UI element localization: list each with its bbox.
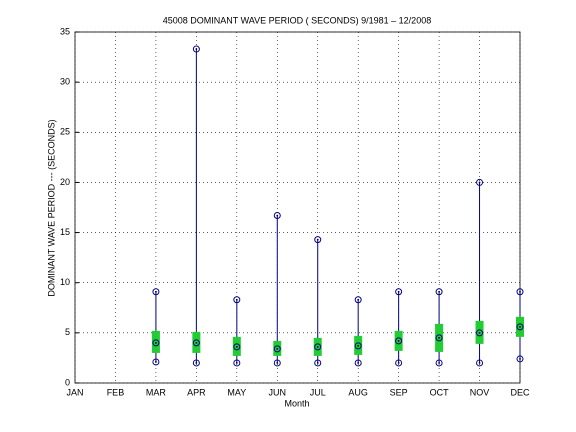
marker	[476, 359, 484, 367]
marker	[192, 359, 200, 367]
marker-dot	[397, 290, 400, 293]
marker-dot	[195, 341, 198, 344]
marker	[314, 236, 322, 244]
x-axis-label: Month	[284, 398, 309, 408]
marker-dot	[438, 362, 440, 364]
marker	[314, 359, 322, 367]
marker	[435, 359, 443, 367]
marker-dot	[235, 298, 238, 301]
x-tick-label: SEP	[390, 387, 408, 397]
y-axis-label: DOMINANT WAVE PERIOD --- (SECONDS)	[46, 119, 56, 296]
marker-dot	[155, 290, 157, 293]
marker	[354, 359, 362, 367]
marker	[354, 296, 362, 304]
marker-dot	[478, 331, 481, 334]
plot-frame	[74, 31, 521, 384]
y-tick-label: 25	[60, 127, 70, 137]
y-tick-label: 35	[60, 26, 70, 36]
marker-dot	[478, 181, 481, 184]
y-tick-label: 0	[65, 377, 70, 387]
x-tick-label: JUL	[310, 387, 326, 397]
marker-dot	[195, 48, 198, 50]
y-tick-label: 30	[60, 77, 70, 87]
y-tick-label: 10	[60, 277, 70, 287]
x-tick-label: FEB	[107, 387, 125, 397]
marker	[476, 329, 484, 337]
marker-dot	[276, 214, 279, 217]
marker	[435, 334, 443, 342]
marker-dot	[438, 290, 440, 293]
marker	[273, 359, 281, 367]
chart-title: 45008 DOMINANT WAVE PERIOD ( SECONDS) 9/…	[163, 15, 431, 25]
marker-dot	[195, 362, 198, 364]
x-tick-label: OCT	[430, 387, 450, 397]
marker-dot	[235, 345, 238, 348]
marker-dot	[438, 336, 440, 339]
marker-dot	[276, 348, 279, 350]
marker	[435, 288, 443, 296]
x-tick-label: JUN	[269, 387, 287, 397]
marker-dot	[357, 362, 360, 364]
marker	[233, 343, 241, 351]
marker	[395, 288, 403, 296]
marker	[273, 212, 281, 220]
y-tick-label: 20	[60, 177, 70, 187]
marker-dot	[276, 362, 279, 364]
y-tick-label: 5	[65, 327, 70, 337]
marker	[152, 288, 160, 296]
marker-dot	[357, 344, 360, 347]
marker-dot	[155, 361, 157, 363]
marker	[152, 339, 160, 347]
x-tick-label: JAN	[66, 387, 83, 397]
marker	[192, 45, 200, 53]
x-tick-label: MAR	[146, 387, 167, 397]
marker	[516, 288, 524, 296]
x-tick-label: MAY	[227, 387, 246, 397]
marker-dot	[357, 298, 360, 301]
marker	[516, 355, 524, 363]
marker-dot	[155, 341, 157, 344]
marker-dot	[316, 345, 319, 348]
x-tick-label: NOV	[470, 387, 490, 397]
x-tick-label: DEC	[510, 387, 530, 397]
marker-dot	[235, 362, 238, 364]
marker-dot	[316, 362, 319, 364]
y-tick-label: 15	[60, 227, 70, 237]
marker	[395, 359, 403, 367]
marker	[314, 343, 322, 351]
marker	[354, 342, 362, 350]
marker	[233, 296, 241, 304]
marker-dot	[478, 362, 481, 364]
x-tick-label: APR	[187, 387, 206, 397]
marker	[152, 358, 160, 366]
marker	[395, 337, 403, 345]
marker	[273, 345, 281, 353]
marker	[233, 359, 241, 367]
box	[151, 330, 160, 353]
marker-dot	[397, 339, 400, 342]
marker-dot	[397, 362, 400, 364]
marker	[192, 339, 200, 347]
marker-dot	[316, 238, 319, 241]
marker	[516, 323, 524, 331]
x-tick-label: AUG	[348, 387, 368, 397]
marker	[476, 178, 484, 186]
marker-dot	[519, 358, 521, 360]
marker-dot	[519, 290, 521, 293]
marker-dot	[519, 325, 521, 328]
